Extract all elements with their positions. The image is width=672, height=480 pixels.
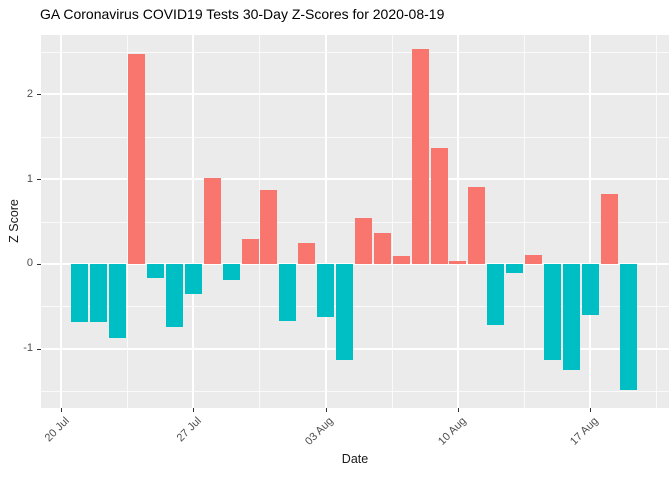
bar-negative: [562, 263, 580, 370]
x-tick-label: 20 Jul: [42, 415, 72, 445]
bar-negative: [279, 263, 297, 321]
bar-positive: [298, 242, 316, 264]
bar-negative: [317, 263, 335, 318]
minor-gridline-horizontal: [41, 391, 669, 392]
bar-negative: [506, 263, 524, 274]
y-tick-mark: [37, 179, 41, 181]
major-gridline-vertical: [324, 35, 327, 408]
bar-positive: [430, 147, 448, 264]
bar-negative: [165, 263, 183, 327]
bar-positive: [241, 239, 259, 264]
major-gridline-horizontal: [41, 178, 669, 181]
y-tick-mark: [37, 348, 41, 350]
minor-gridline-horizontal: [41, 136, 669, 138]
bar-negative: [184, 263, 202, 294]
y-tick-mark: [37, 263, 41, 265]
bar-positive: [411, 48, 429, 264]
x-tick-label: 03 Aug: [303, 415, 337, 448]
bar-positive: [260, 190, 278, 264]
bar-negative: [487, 263, 505, 325]
y-tick-label: 1: [26, 172, 33, 185]
bar-negative: [336, 263, 353, 361]
bar-negative: [90, 263, 108, 323]
x-tick-mark: [457, 408, 459, 412]
minor-gridline-horizontal: [41, 306, 669, 308]
bar-positive: [600, 194, 618, 264]
bar-positive: [128, 53, 146, 264]
y-tick-mark: [37, 94, 41, 96]
y-tick-label: -1: [23, 342, 33, 355]
major-gridline-vertical: [60, 35, 62, 408]
minor-gridline-vertical: [656, 35, 658, 408]
minor-gridline-vertical: [524, 35, 525, 408]
x-tick-mark: [590, 408, 592, 412]
major-gridline-horizontal: [41, 93, 669, 96]
bar-negative: [109, 263, 127, 338]
x-axis-title: Date: [341, 452, 369, 466]
minor-gridline-horizontal: [41, 52, 669, 53]
bar-negative: [222, 263, 240, 280]
bar-negative: [581, 263, 599, 315]
x-tick-mark: [325, 408, 327, 412]
major-gridline-vertical: [192, 35, 195, 408]
bar-positive: [392, 256, 410, 264]
x-tick-mark: [193, 408, 195, 412]
major-gridline-horizontal: [41, 262, 669, 265]
bar-positive: [373, 232, 391, 264]
x-tick-label: 27 Jul: [174, 415, 204, 445]
bar-positive: [354, 218, 372, 264]
y-tick-label: 2: [26, 87, 33, 100]
y-tick-label: 0: [26, 257, 33, 270]
major-gridline-vertical: [456, 35, 459, 408]
y-axis-title: Z Score: [7, 199, 21, 243]
plot-panel: [41, 35, 669, 408]
x-tick-label: 10 Aug: [435, 415, 469, 448]
bar-negative: [543, 263, 561, 361]
bar-positive: [468, 186, 486, 264]
minor-gridline-vertical: [391, 35, 393, 408]
bar-positive: [449, 261, 467, 264]
major-gridline-horizontal: [41, 347, 669, 350]
minor-gridline-vertical: [127, 35, 129, 408]
major-gridline-vertical: [589, 35, 592, 408]
bar-negative: [71, 263, 89, 323]
bar-negative: [619, 263, 637, 391]
x-tick-label: 17 Aug: [567, 415, 601, 448]
x-tick-mark: [61, 408, 62, 412]
bar-negative: [147, 263, 164, 279]
chart-title: GA Coronavirus COVID19 Tests 30-Day Z-Sc…: [40, 6, 445, 22]
minor-gridline-vertical: [259, 35, 261, 408]
bar-positive: [203, 178, 221, 264]
bar-positive: [525, 255, 542, 264]
